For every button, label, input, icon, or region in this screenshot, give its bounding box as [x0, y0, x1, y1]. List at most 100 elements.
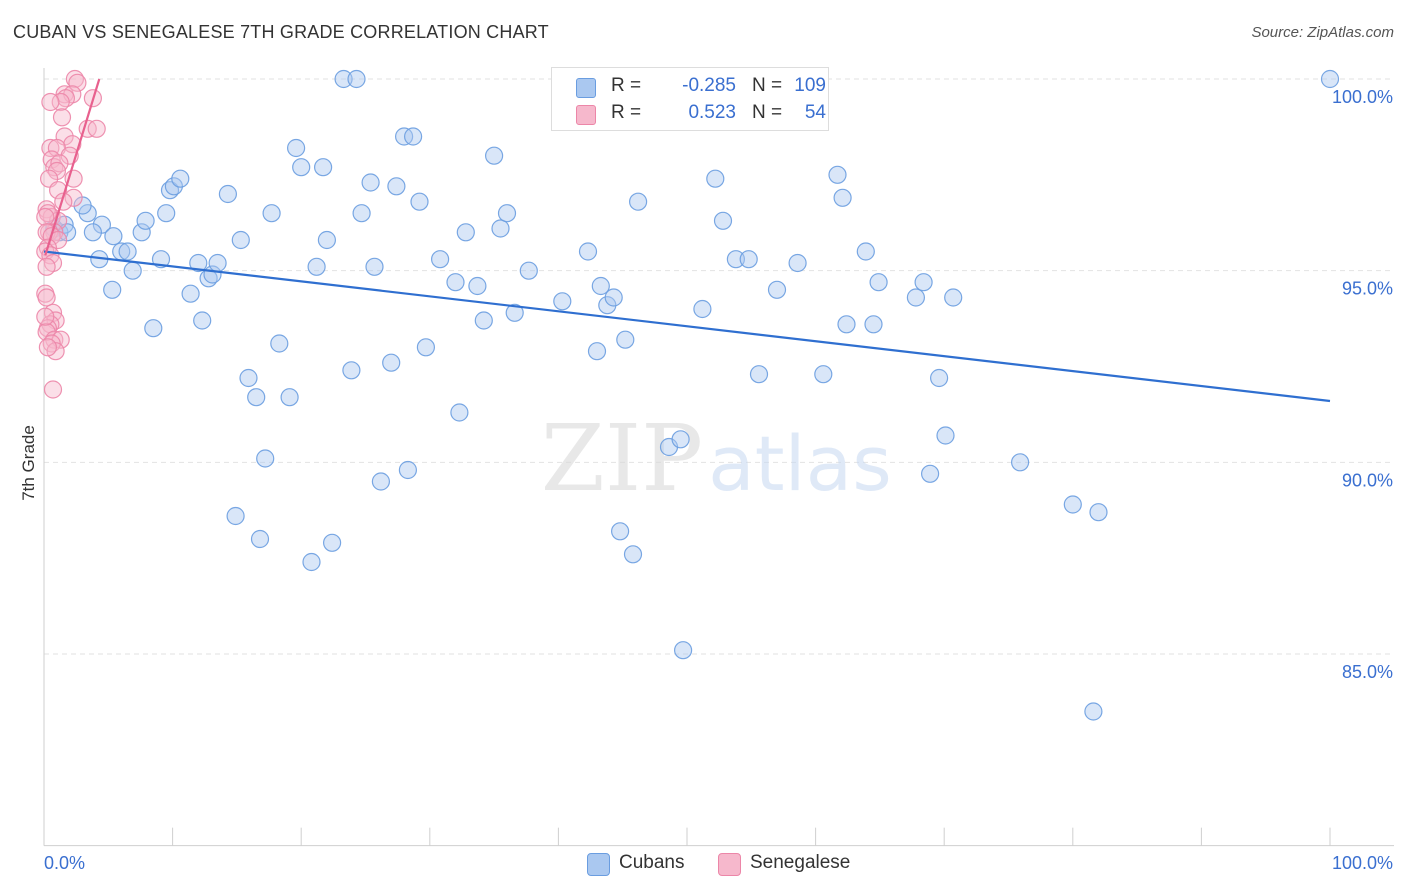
cubans-point	[944, 288, 963, 307]
cubans-point	[226, 506, 245, 526]
senegalese-point	[87, 119, 106, 138]
cubans-point	[404, 127, 423, 146]
senegalese-point	[36, 207, 55, 227]
cubans-point	[302, 552, 321, 572]
cubans-point	[352, 204, 371, 223]
cubans-point	[814, 365, 833, 384]
cubans-point	[519, 261, 538, 280]
senegalese-point	[38, 338, 58, 357]
senegalese-point	[41, 92, 60, 112]
cubans-point	[164, 177, 183, 196]
senegalese-point	[63, 135, 82, 154]
cubans-point	[671, 430, 690, 449]
cubans-point	[837, 315, 856, 334]
cubans-point	[314, 158, 333, 177]
cubans-point	[280, 388, 299, 407]
cubans-point	[628, 192, 648, 211]
cubans-point	[693, 299, 712, 319]
cubans-point	[307, 257, 326, 276]
cubans-point	[468, 276, 487, 296]
senegalese-point	[43, 380, 63, 399]
cubans-point	[287, 138, 306, 158]
senegalese-legend-swatch	[718, 853, 741, 876]
cubans-point	[906, 288, 926, 307]
r-value: -0.285	[682, 75, 736, 96]
cubans-point	[1084, 702, 1103, 721]
n-label: N =	[752, 75, 783, 96]
senegalese-point	[37, 257, 56, 276]
cubans-point	[103, 280, 122, 299]
cubans-point	[157, 204, 176, 223]
cubans-point	[323, 533, 342, 552]
cubans-point	[144, 319, 163, 338]
senegalese-point	[47, 161, 67, 181]
cubans-point	[371, 472, 390, 491]
cubans-point	[869, 273, 888, 292]
y-tick-label: 85.0%	[1342, 662, 1393, 682]
cubans-point	[623, 545, 643, 564]
cubans-point	[193, 311, 212, 330]
cubans-point	[491, 219, 510, 238]
cubans-point	[410, 192, 429, 211]
cubans-point	[788, 253, 807, 273]
cubans-point	[553, 292, 572, 311]
senegalese-point	[37, 322, 56, 342]
cubans-point	[767, 280, 787, 299]
senegalese-point	[68, 73, 87, 92]
senegalese-point	[64, 188, 83, 207]
n-value: 109	[794, 75, 826, 96]
cubans-point	[181, 284, 200, 303]
cubans-point	[591, 276, 610, 296]
cubans-point	[485, 146, 504, 165]
senegalese-trend-line	[44, 78, 101, 256]
senegalese-legend-label: Senegalese	[750, 852, 851, 873]
cubans-point	[342, 361, 361, 380]
cubans-point	[726, 250, 746, 269]
cubans-point	[706, 169, 725, 188]
cubans-point	[317, 230, 336, 250]
axes	[43, 68, 1394, 847]
senegalese-point	[37, 288, 56, 307]
cubans-point	[929, 368, 949, 388]
cubans-point	[136, 211, 155, 230]
cubans-point	[713, 211, 733, 230]
cubans-point	[208, 253, 227, 273]
watermark: ZIP atlas	[541, 405, 892, 512]
cubans-point	[270, 334, 289, 353]
cubans-point	[914, 273, 933, 292]
stats-legend: R = -0.285 N = 109 R = 0.523 N = 54	[551, 67, 829, 131]
cubans-swatch	[576, 78, 596, 98]
cubans-point	[456, 223, 475, 242]
axis-labels: 100.0% 95.0% 90.0% 85.0% 0.0% 100.0% 7th Grade	[19, 87, 1393, 873]
cubans-point	[833, 188, 852, 207]
cubans-point	[936, 426, 955, 445]
watermark-zip: ZIP	[541, 405, 703, 512]
y-tick-label: 90.0%	[1342, 470, 1393, 490]
cubans-point	[578, 242, 598, 261]
n-value: 54	[804, 102, 826, 123]
cubans-point	[1063, 495, 1082, 514]
cubans-point	[446, 273, 465, 292]
cubans-point	[123, 261, 142, 280]
cubans-point	[920, 464, 940, 483]
y-tick-label: 100.0%	[1332, 87, 1393, 107]
cubans-point	[118, 242, 137, 261]
x-tick-label-left: 0.0%	[44, 853, 85, 873]
cubans-point	[587, 342, 607, 361]
cubans-point	[749, 365, 769, 384]
cubans-point	[382, 353, 401, 372]
y-axis-title: 7th Grade	[19, 425, 38, 501]
cubans-trend-line	[43, 250, 1331, 403]
cubans-point	[132, 223, 151, 242]
cubans-point	[250, 529, 270, 549]
cubans-point	[450, 403, 469, 422]
senegalese-point	[36, 307, 55, 326]
cubans-point	[256, 449, 275, 468]
chart-title: CUBAN VS SENEGALESE 7TH GRADE CORRELATIO…	[13, 22, 549, 42]
cubans-point	[610, 522, 630, 541]
cubans-point	[247, 388, 266, 407]
cubans-point	[505, 303, 524, 322]
trend-lines	[43, 78, 1331, 403]
cubans-point	[828, 165, 847, 184]
